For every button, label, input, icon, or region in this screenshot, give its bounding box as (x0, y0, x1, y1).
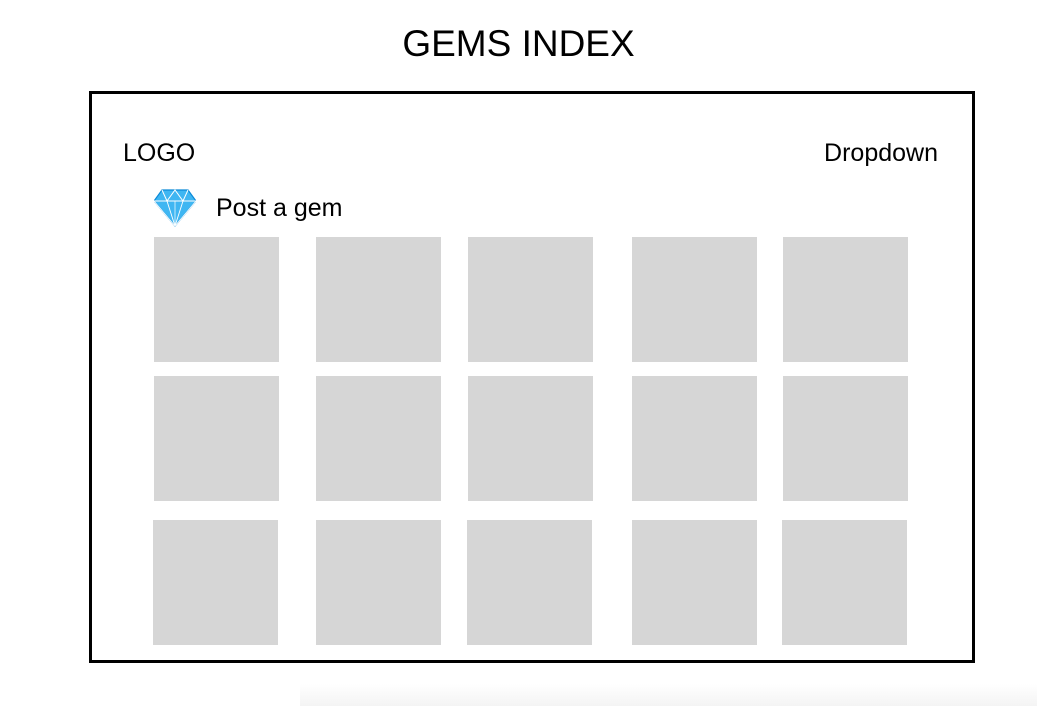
gem-tile[interactable] (154, 237, 279, 362)
gem-tile[interactable] (632, 237, 757, 362)
gem-tile[interactable] (153, 520, 278, 645)
gem-tile[interactable] (468, 237, 593, 362)
gem-tile[interactable] (316, 376, 441, 501)
gem-tile[interactable] (632, 520, 757, 645)
page-title: GEMS INDEX (402, 23, 635, 64)
gem-tile[interactable] (783, 237, 908, 362)
gem-tile[interactable] (783, 376, 908, 501)
gem-tile[interactable] (154, 376, 279, 501)
diamond-icon (154, 189, 196, 227)
gem-tile[interactable] (782, 520, 907, 645)
gem-tile[interactable] (316, 520, 441, 645)
post-gem-button[interactable]: Post a gem (154, 189, 342, 227)
gem-tile[interactable] (316, 237, 441, 362)
gem-tile[interactable] (468, 376, 593, 501)
dropdown-menu[interactable]: Dropdown (824, 139, 938, 167)
gem-tile[interactable] (467, 520, 592, 645)
post-gem-label: Post a gem (216, 194, 343, 222)
bottom-shadow (300, 684, 1037, 706)
gem-tile[interactable] (632, 376, 757, 501)
logo[interactable]: LOGO (123, 139, 196, 167)
wireframe-window: LOGO Dropdown Post a gem (89, 91, 975, 663)
